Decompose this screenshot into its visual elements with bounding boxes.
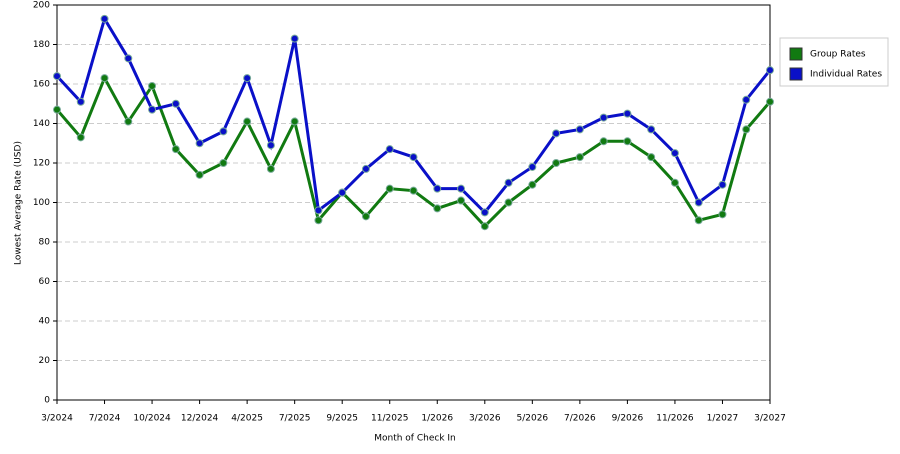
data-point (266, 164, 275, 173)
data-point (124, 54, 133, 63)
data-point (599, 137, 608, 146)
data-point (599, 113, 608, 122)
data-point (694, 198, 703, 207)
data-point (219, 127, 228, 136)
data-point (314, 216, 323, 225)
y-tick-label: 80 (39, 238, 51, 248)
x-tick-label: 12/2024 (181, 414, 219, 424)
series-line (55, 74, 772, 229)
data-point (385, 184, 394, 193)
data-point (100, 14, 109, 23)
data-point (53, 72, 61, 81)
x-tick-label: 7/2026 (564, 414, 596, 424)
data-point (647, 153, 656, 162)
x-tick-label: 9/2026 (612, 414, 644, 424)
data-point (718, 180, 727, 189)
x-tick-label: 3/2027 (754, 414, 786, 424)
y-tick-label: 200 (33, 1, 50, 11)
legend-label: Group Rates (810, 50, 866, 60)
data-point (433, 204, 442, 213)
data-point (504, 178, 513, 187)
data-point (195, 139, 204, 148)
data-point (148, 105, 157, 114)
data-point (290, 117, 299, 126)
data-point (361, 164, 370, 173)
data-point (171, 99, 180, 108)
data-point (528, 162, 537, 171)
data-point (575, 125, 584, 134)
x-tick-label: 11/2025 (371, 414, 408, 424)
data-point (409, 153, 418, 162)
data-point (480, 222, 489, 231)
data-point (195, 170, 204, 179)
x-tick-label: 7/2025 (279, 414, 311, 424)
data-point (623, 137, 632, 146)
x-tick-label: 3/2024 (41, 414, 73, 424)
data-point (718, 210, 727, 219)
x-tick-label: 7/2024 (89, 414, 121, 424)
x-tick-label: 5/2026 (516, 414, 548, 424)
y-tick-label: 60 (39, 277, 51, 287)
y-tick-label: 160 (33, 80, 50, 90)
data-point (243, 117, 252, 126)
data-point (100, 74, 109, 83)
data-point (171, 145, 180, 154)
y-tick-label: 140 (33, 119, 50, 129)
data-point (314, 206, 323, 215)
x-tick-label: 9/2025 (326, 414, 358, 424)
data-point (361, 212, 370, 221)
x-tick-label: 1/2027 (707, 414, 739, 424)
data-point (694, 216, 703, 225)
data-point (766, 97, 774, 106)
y-tick-label: 20 (39, 356, 51, 366)
data-point (623, 109, 632, 118)
legend-swatch (789, 67, 803, 81)
data-point (457, 196, 466, 205)
data-point (742, 95, 751, 104)
data-point (338, 188, 347, 197)
x-tick-label: 3/2026 (469, 414, 501, 424)
data-point (290, 34, 299, 43)
x-tick-label: 10/2024 (133, 414, 171, 424)
legend-label: Individual Rates (810, 70, 882, 80)
data-point (385, 145, 394, 154)
x-tick-label: 1/2026 (421, 414, 453, 424)
data-point (433, 184, 442, 193)
data-point (742, 125, 751, 134)
data-point (53, 105, 61, 114)
legend-swatch (789, 47, 803, 61)
data-point (766, 66, 774, 75)
data-point (76, 133, 85, 142)
data-point (148, 81, 157, 90)
y-tick-label: 120 (33, 159, 50, 169)
data-point (480, 208, 489, 217)
data-point (124, 117, 133, 126)
y-tick-label: 180 (33, 40, 50, 50)
data-point (409, 186, 418, 195)
data-point (552, 159, 561, 167)
y-axis-label: Lowest Average Rate (USD) (14, 141, 24, 265)
y-tick-label: 0 (44, 396, 50, 406)
data-point (266, 141, 275, 150)
x-tick-label: 4/2025 (231, 414, 263, 424)
data-point (552, 129, 561, 138)
plot-frame (56, 4, 771, 401)
data-point (647, 125, 656, 134)
data-point (219, 159, 228, 167)
y-tick-label: 100 (33, 198, 50, 208)
x-axis-label: Month of Check In (374, 434, 456, 444)
data-point (670, 149, 679, 158)
data-point (670, 178, 679, 187)
y-tick-label: 40 (39, 317, 51, 327)
data-point (457, 184, 466, 193)
data-point (504, 198, 513, 207)
data-point (76, 97, 85, 106)
x-tick-label: 11/2026 (656, 414, 694, 424)
data-point (243, 74, 252, 83)
data-point (575, 153, 584, 162)
data-point (528, 180, 537, 189)
